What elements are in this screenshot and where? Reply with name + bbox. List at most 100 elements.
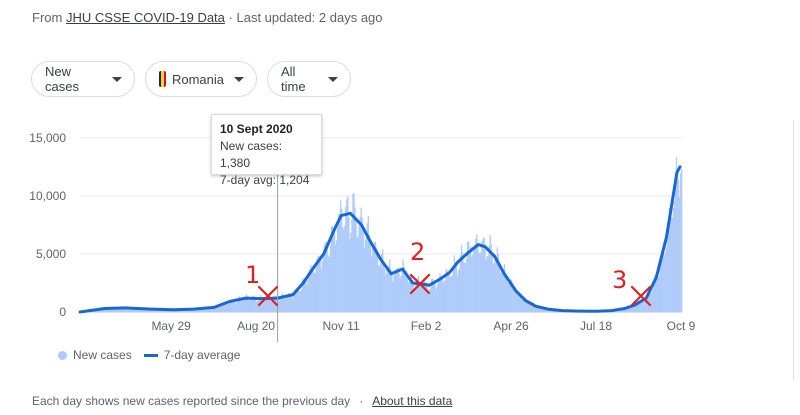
y-tick-label: 10,000 (29, 189, 66, 203)
daily-bar (278, 298, 280, 312)
daily-bar (312, 270, 314, 312)
daily-bar (640, 299, 642, 312)
daily-bar (298, 287, 300, 312)
daily-bar (483, 237, 485, 312)
daily-bar (277, 301, 279, 312)
y-tick-label: 15,000 (29, 131, 66, 145)
daily-bar (245, 294, 248, 312)
daily-bar (198, 309, 201, 312)
daily-bar (253, 295, 255, 312)
daily-bar (678, 197, 681, 312)
daily-bar (228, 303, 230, 312)
daily-bar (492, 263, 494, 312)
range-dropdown[interactable]: All time (267, 61, 351, 97)
metric-dropdown[interactable]: New cases (31, 61, 135, 97)
daily-bar (270, 301, 272, 312)
daily-bar (129, 308, 131, 312)
daily-bar (203, 307, 206, 312)
daily-bar (306, 284, 308, 312)
daily-bar (511, 279, 513, 312)
daily-bar (484, 243, 486, 312)
daily-bar (494, 258, 496, 312)
country-dropdown[interactable]: Romania (145, 61, 257, 97)
daily-bar (645, 298, 647, 312)
daily-bar (366, 223, 368, 312)
daily-bar (295, 290, 297, 312)
daily-bar (261, 297, 263, 312)
daily-bar (478, 253, 480, 312)
daily-bar (104, 308, 106, 312)
daily-bar (148, 309, 150, 312)
daily-bar (126, 307, 128, 312)
daily-bar (377, 265, 380, 312)
daily-bar (463, 262, 466, 312)
daily-bar (636, 304, 639, 312)
daily-bar (283, 297, 286, 312)
daily-bar (289, 294, 292, 312)
daily-bar (417, 275, 420, 312)
daily-bar (507, 283, 510, 312)
daily-bar (291, 298, 294, 312)
daily-bar (210, 306, 212, 312)
daily-bar (140, 308, 142, 312)
daily-bar (418, 282, 421, 312)
daily-bar (395, 269, 397, 312)
daily-bar (442, 282, 444, 312)
hand-annotations: 1 2 3 (245, 238, 652, 307)
daily-bar (128, 308, 130, 312)
daily-bar (429, 289, 431, 312)
daily-bar (471, 256, 473, 312)
daily-bar (649, 291, 651, 312)
daily-bar (354, 207, 356, 312)
daily-bar (340, 200, 342, 312)
daily-bar (336, 225, 339, 312)
daily-bar (385, 275, 387, 312)
daily-bar (234, 303, 236, 312)
daily-bar (282, 296, 285, 312)
daily-bar (124, 306, 126, 312)
daily-bar (321, 260, 323, 312)
daily-bar (192, 309, 194, 312)
daily-bar (236, 300, 238, 312)
daily-bar (284, 299, 287, 312)
daily-bar (389, 259, 391, 312)
daily-bar (237, 298, 239, 312)
about-data-link[interactable]: About this data (372, 394, 453, 408)
daily-bar (271, 300, 273, 312)
daily-bar (307, 279, 309, 312)
daily-bar (621, 309, 623, 312)
page-edge-divider (793, 120, 800, 380)
daily-bar (212, 307, 214, 312)
daily-bar (279, 297, 281, 312)
new-cases-bars (82, 157, 683, 312)
daily-bar (530, 303, 532, 312)
daily-bar (296, 288, 298, 312)
daily-bar (257, 300, 259, 312)
daily-bar (407, 282, 409, 312)
footer-separator: · (359, 394, 364, 408)
daily-bar (111, 308, 114, 312)
daily-bar (457, 270, 460, 312)
daily-bar (629, 307, 632, 312)
daily-bar (652, 288, 654, 312)
daily-bar (499, 272, 502, 312)
daily-bar (633, 305, 636, 312)
source-link[interactable]: JHU CSSE COVID-19 Data (65, 10, 225, 25)
daily-bar (268, 298, 270, 312)
romania-flag-icon (159, 71, 166, 87)
daily-bar (144, 308, 146, 312)
daily-bar (411, 279, 414, 312)
daily-bar (642, 300, 644, 312)
daily-bar (367, 216, 370, 312)
daily-bar (477, 244, 479, 312)
daily-bar (112, 309, 115, 312)
daily-bar (348, 217, 350, 312)
daily-bar (402, 259, 404, 312)
daily-bar (625, 307, 628, 312)
daily-bar (98, 309, 100, 312)
daily-bar (651, 291, 653, 312)
daily-bar (462, 260, 465, 312)
daily-bar (528, 304, 530, 312)
daily-bar (363, 248, 365, 312)
daily-bar (119, 308, 122, 312)
